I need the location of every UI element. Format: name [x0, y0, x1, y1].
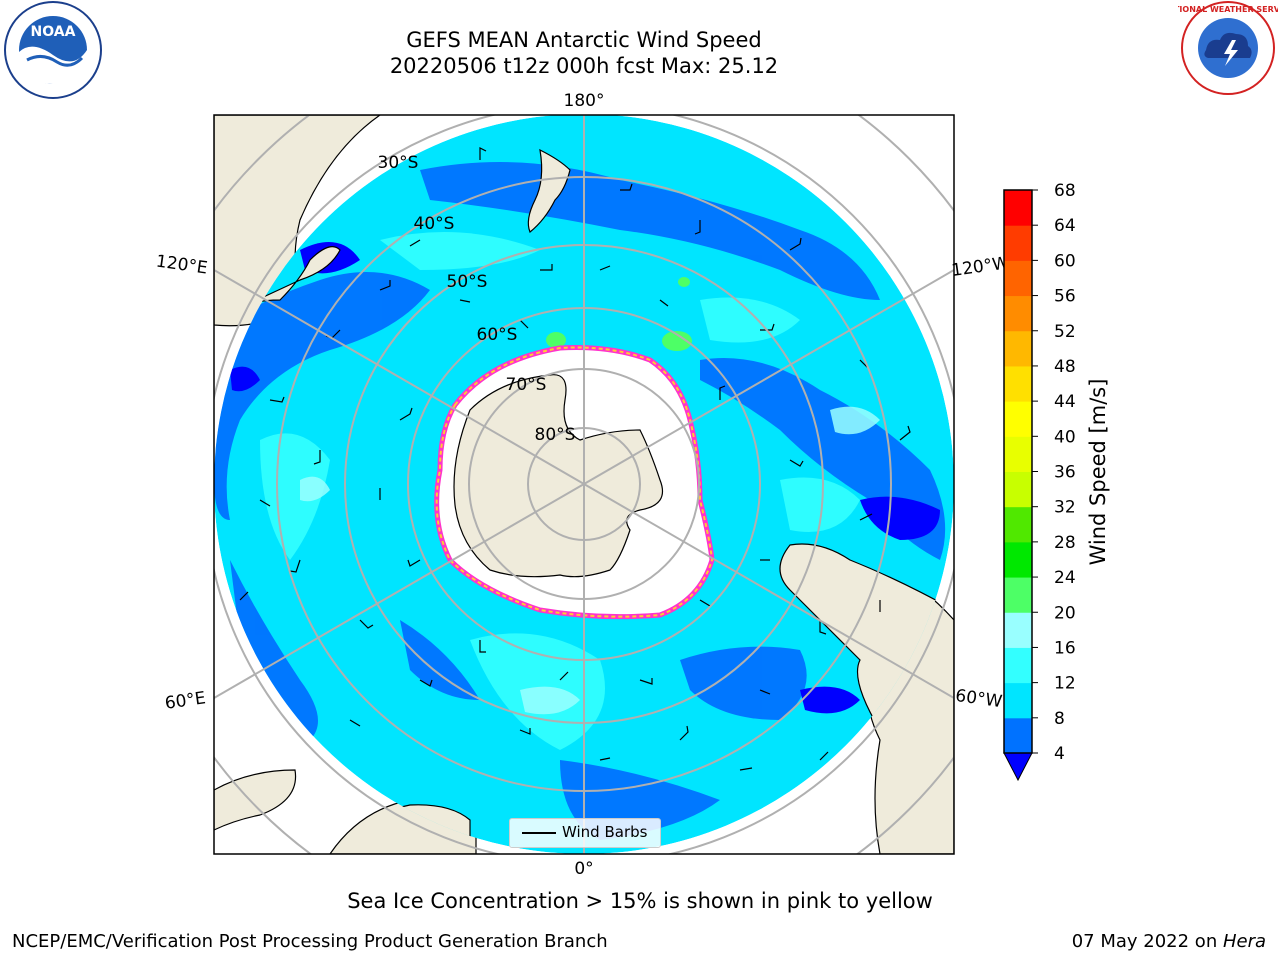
colorbar-segment — [1004, 682, 1032, 719]
legend-label: Wind Barbs — [562, 823, 648, 841]
colorbar-segment — [1004, 436, 1032, 472]
colorbar-label: Wind Speed [m/s] — [1086, 379, 1110, 566]
colorbar-tick-label: 8 — [1054, 709, 1065, 729]
national-weather-service-logo: NATIONAL WEATHER SERVICE — [1178, 1, 1278, 95]
lat-label-30s: 30°S — [378, 153, 419, 173]
footer-host: Hera — [1222, 931, 1266, 952]
graticule — [214, 115, 954, 854]
colorbar-segment — [1004, 260, 1032, 297]
lat-label-40s: 40°S — [414, 214, 455, 234]
lon-label-120e: 120°E — [155, 252, 209, 279]
colorbar-tick-label: 36 — [1054, 463, 1076, 483]
colorbar-tick-label: 56 — [1054, 287, 1076, 307]
map-frame — [213, 114, 955, 855]
colorbar-tick-label: 16 — [1054, 638, 1076, 658]
colorbar-tick-label: 52 — [1054, 322, 1076, 342]
chart-title: GEFS MEAN Antarctic Wind Speed — [406, 28, 762, 52]
colorbar-segment — [1004, 717, 1032, 754]
colorbar-tick-label: 40 — [1054, 427, 1076, 447]
colorbar-segment — [1004, 471, 1032, 508]
footer-date-text: 07 May 2022 on — [1071, 931, 1223, 952]
colorbar-segment — [1004, 577, 1032, 613]
colorbar-segment — [1004, 647, 1032, 684]
lon-label-120w: 120°W — [950, 253, 1010, 281]
colorbar-segment — [1004, 612, 1032, 648]
nws-logo-text: NATIONAL WEATHER SERVICE — [1178, 5, 1278, 14]
colorbar-tick-label: 24 — [1054, 568, 1076, 588]
noaa-logo: NOAA — [4, 1, 102, 99]
lat-label-70s: 70°S — [506, 375, 547, 395]
colorbar-tick-label: 32 — [1054, 498, 1076, 518]
new-zealand — [527, 148, 571, 233]
lat-label-80s: 80°S — [535, 425, 576, 445]
colorbar-tick-label: 68 — [1054, 181, 1076, 201]
lon-label-60e: 60°E — [164, 688, 207, 713]
map-legend: Wind Barbs — [509, 818, 661, 848]
colorbar-segment — [1004, 541, 1032, 578]
colorbar-segment — [1004, 330, 1032, 367]
colorbar-tick-label: 60 — [1054, 251, 1076, 271]
noaa-logo-text: NOAA — [31, 24, 76, 40]
colorbar-tick-label: 64 — [1054, 216, 1076, 236]
colorbar-tick-label: 20 — [1054, 603, 1076, 623]
colorbar-segment — [1004, 365, 1032, 402]
colorbar-extend-triangle — [1003, 752, 1033, 782]
wind-barbs — [239, 147, 911, 771]
lat-label-60s: 60°S — [477, 325, 518, 345]
map-figure: 180° 0° 120°E 120°W 60°E 60°W 30°S 40°S … — [155, 91, 1110, 879]
lon-label-0: 0° — [574, 859, 593, 879]
colorbar-segment — [1004, 401, 1032, 437]
footer-credit: NCEP/EMC/Verification Post Processing Pr… — [12, 931, 608, 952]
footer-date: 07 May 2022 on Hera — [1072, 931, 1266, 952]
colorbar-tick-label: 28 — [1054, 533, 1076, 553]
colorbar-segment — [1004, 225, 1032, 261]
lon-label-180: 180° — [564, 91, 605, 111]
antarctica-land — [453, 374, 664, 578]
colorbar-segment — [1004, 190, 1032, 226]
colorbar-segment — [1004, 295, 1032, 332]
colorbar-tick-label: 44 — [1054, 392, 1076, 412]
colorbar-tick-label: 4 — [1054, 744, 1065, 764]
colorbar-segment — [1004, 506, 1032, 543]
chart-subtitle: 20220506 t12z 000h fcst Max: 25.12 — [389, 54, 779, 78]
lon-label-60w: 60°W — [954, 686, 1003, 712]
sea-ice-note: Sea Ice Concentration > 15% is shown in … — [347, 889, 933, 913]
lat-label-50s: 50°S — [447, 272, 488, 292]
colorbar-tick-label: 12 — [1054, 674, 1076, 694]
wind-barb-legend-line — [522, 832, 556, 834]
colorbar-tick-label: 48 — [1054, 357, 1076, 377]
